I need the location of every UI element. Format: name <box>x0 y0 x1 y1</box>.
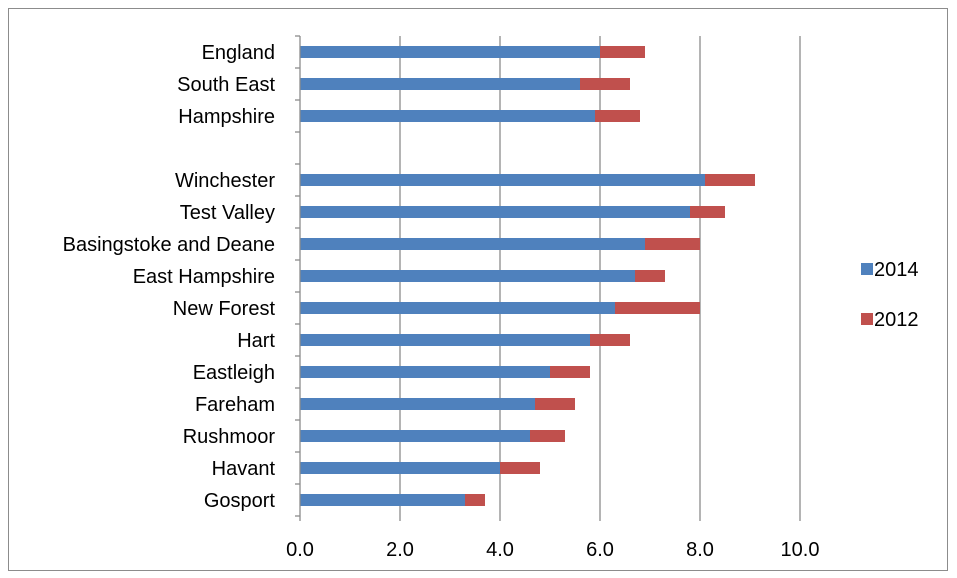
legend-label-2014: 2014 <box>874 259 919 281</box>
bar-2014-test-valley <box>300 206 690 218</box>
bar-2012-test-valley <box>690 206 725 218</box>
bar-2012-gosport <box>465 494 485 506</box>
bar-2012-england <box>600 46 645 58</box>
bar-2012-hart <box>590 334 630 346</box>
bar-2014-south-east <box>300 78 580 90</box>
bar-2012-rushmoor <box>530 430 565 442</box>
bar-2012-fareham <box>535 398 575 410</box>
x-tick-label: 8.0 <box>686 539 714 561</box>
category-label: Fareham <box>195 394 275 416</box>
bar-2012-east-hampshire <box>635 270 665 282</box>
category-label: Rushmoor <box>183 426 276 448</box>
x-tick-labels: 0.0 2.0 4.0 6.0 8.0 10.0 <box>286 539 819 561</box>
category-label: Test Valley <box>180 202 275 224</box>
bar-2014-hart <box>300 334 590 346</box>
bar-2012-south-east <box>580 78 630 90</box>
category-labels: England South East Hampshire Winchester Test… <box>63 42 276 512</box>
legend-label-2012: 2012 <box>874 309 919 331</box>
x-tick-label: 2.0 <box>386 539 414 561</box>
legend: 2014 2012 <box>861 259 919 331</box>
category-label: Hampshire <box>178 106 275 128</box>
bars <box>300 46 755 506</box>
bar-2014-new-forest <box>300 302 615 314</box>
bar-2014-rushmoor <box>300 430 530 442</box>
bar-2014-england <box>300 46 600 58</box>
bar-2014-hampshire <box>300 110 595 122</box>
bar-2014-eastleigh <box>300 366 550 378</box>
x-tick-label: 6.0 <box>586 539 614 561</box>
bar-2014-east-hampshire <box>300 270 635 282</box>
bar-2012-hampshire <box>595 110 640 122</box>
x-tick-label: 4.0 <box>486 539 514 561</box>
category-label: Winchester <box>175 170 275 192</box>
category-label: East Hampshire <box>133 266 275 288</box>
bar-2014-gosport <box>300 494 465 506</box>
x-tick-label: 10.0 <box>781 539 820 561</box>
category-label: Havant <box>212 458 276 480</box>
bar-2012-winchester <box>705 174 755 186</box>
bar-2014-winchester <box>300 174 705 186</box>
category-label: Hart <box>237 330 275 352</box>
bar-2012-basingstoke-and-deane <box>645 238 700 250</box>
bar-2014-fareham <box>300 398 535 410</box>
bar-2012-eastleigh <box>550 366 590 378</box>
category-label: South East <box>177 74 275 96</box>
bar-2014-basingstoke-and-deane <box>300 238 645 250</box>
category-label: England <box>202 42 275 64</box>
bar-2012-new-forest <box>615 302 700 314</box>
legend-swatch-2012 <box>861 313 873 325</box>
axes <box>295 35 801 521</box>
legend-swatch-2014 <box>861 263 873 275</box>
category-label: Basingstoke and Deane <box>63 234 275 256</box>
category-label: Eastleigh <box>193 362 275 384</box>
bar-2012-havant <box>500 462 540 474</box>
bar-2014-havant <box>300 462 500 474</box>
category-label: Gosport <box>204 490 276 512</box>
x-tick-label: 0.0 <box>286 539 314 561</box>
category-label: New Forest <box>173 298 276 320</box>
chart-frame <box>8 8 948 571</box>
